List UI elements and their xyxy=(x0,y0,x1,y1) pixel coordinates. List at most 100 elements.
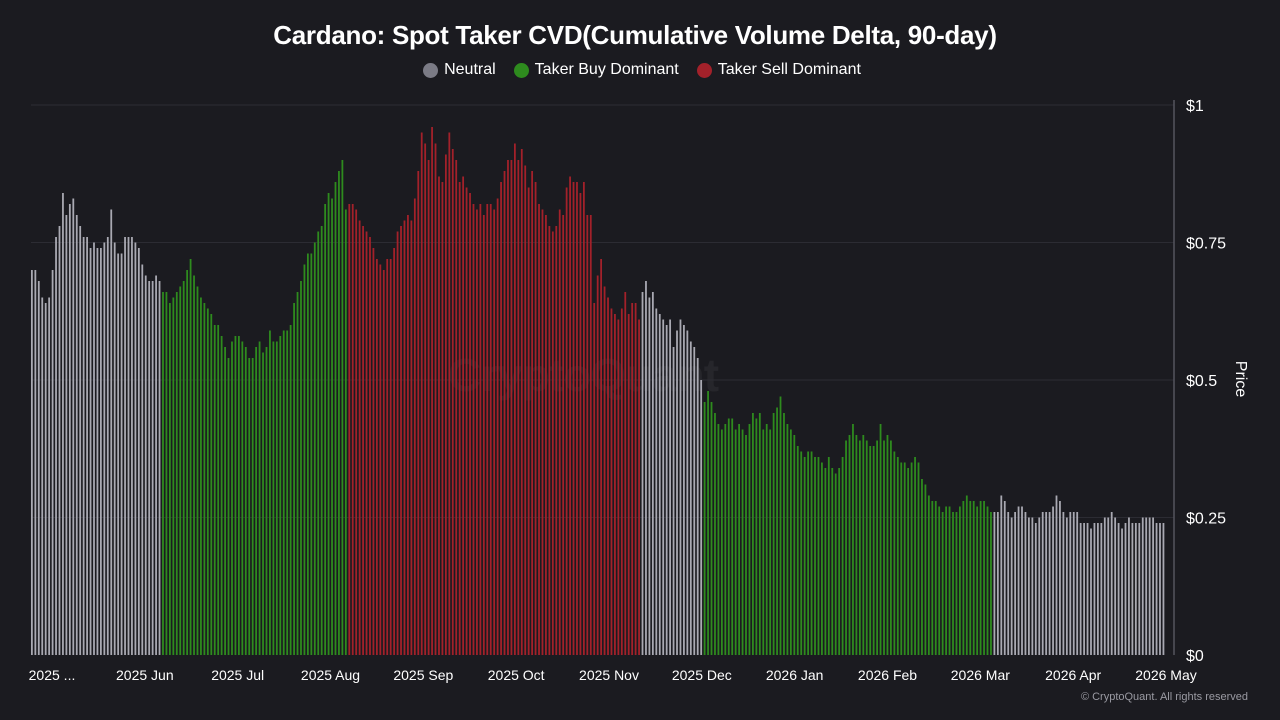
bar-taker-sell-dominant xyxy=(358,220,361,655)
bar-taker-sell-dominant xyxy=(589,215,592,655)
bar-taker-buy-dominant xyxy=(289,325,292,655)
bar-taker-sell-dominant xyxy=(565,187,568,655)
bar-taker-sell-dominant xyxy=(527,187,530,655)
y-tick-label: $0.75 xyxy=(1186,236,1226,253)
bar-taker-buy-dominant xyxy=(186,270,189,655)
bar-taker-buy-dominant xyxy=(941,512,944,655)
bar-neutral xyxy=(1083,523,1085,655)
bar-taker-buy-dominant xyxy=(931,501,934,655)
bar-taker-sell-dominant xyxy=(479,204,482,655)
bar-taker-sell-dominant xyxy=(465,187,468,655)
bar-taker-sell-dominant xyxy=(503,171,506,655)
bar-taker-sell-dominant xyxy=(600,259,603,655)
bar-taker-buy-dominant xyxy=(831,468,834,655)
bar-neutral xyxy=(1162,523,1165,655)
bar-neutral xyxy=(158,281,161,655)
bar-taker-buy-dominant xyxy=(914,457,916,655)
bar-taker-sell-dominant xyxy=(603,286,606,655)
bar-neutral xyxy=(1152,517,1154,655)
bar-taker-sell-dominant xyxy=(365,231,368,655)
bar-taker-buy-dominant xyxy=(845,440,847,655)
bar-neutral xyxy=(696,358,699,655)
bar-taker-sell-dominant xyxy=(472,204,475,655)
bar-taker-sell-dominant xyxy=(596,275,599,655)
bar-taker-buy-dominant xyxy=(320,226,323,655)
bar-neutral xyxy=(1117,523,1120,655)
bar-taker-buy-dominant xyxy=(886,435,889,655)
bar-taker-buy-dominant xyxy=(752,413,754,655)
bar-neutral xyxy=(148,281,151,655)
bar-taker-sell-dominant xyxy=(576,182,578,655)
bar-taker-sell-dominant xyxy=(393,248,396,655)
bar-neutral xyxy=(1000,495,1003,655)
bar-neutral xyxy=(1007,512,1010,655)
bar-taker-sell-dominant xyxy=(444,154,447,655)
x-tick-label: 2025 Jul xyxy=(211,667,264,683)
bar-taker-buy-dominant xyxy=(231,341,233,655)
bar-taker-buy-dominant xyxy=(765,424,768,655)
bar-neutral xyxy=(1045,512,1048,655)
bar-neutral xyxy=(37,281,40,655)
bar-taker-buy-dominant xyxy=(921,479,923,655)
bar-taker-sell-dominant xyxy=(355,209,358,655)
bar-taker-sell-dominant xyxy=(489,204,492,655)
bar-taker-buy-dominant xyxy=(282,330,285,655)
legend-item-sell[interactable]: Taker Sell Dominant xyxy=(696,61,861,79)
bar-taker-buy-dominant xyxy=(748,424,751,655)
bar-neutral xyxy=(89,248,92,655)
bar-neutral xyxy=(1062,512,1065,655)
bar-taker-sell-dominant xyxy=(482,215,485,655)
bar-taker-buy-dominant xyxy=(841,457,844,655)
bar-taker-buy-dominant xyxy=(927,495,930,655)
bar-taker-buy-dominant xyxy=(814,457,816,655)
x-tick-label: 2025 Nov xyxy=(579,667,639,683)
bar-neutral xyxy=(103,242,106,655)
bar-taker-buy-dominant xyxy=(714,413,716,655)
bar-taker-buy-dominant xyxy=(703,402,706,655)
bar-taker-buy-dominant xyxy=(945,506,947,655)
legend-label-sell: Taker Sell Dominant xyxy=(717,61,861,78)
bar-taker-sell-dominant xyxy=(624,292,627,655)
bar-taker-sell-dominant xyxy=(417,171,420,655)
y-axis-title: Price xyxy=(1232,360,1250,398)
bar-taker-sell-dominant xyxy=(569,176,571,655)
bar-taker-sell-dominant xyxy=(362,226,364,655)
bar-neutral xyxy=(68,204,71,655)
legend-item-neutral[interactable]: Neutral xyxy=(423,61,496,79)
x-tick-label: 2026 Apr xyxy=(1045,667,1101,683)
bar-taker-buy-dominant xyxy=(189,259,192,655)
bar-taker-sell-dominant xyxy=(424,143,427,655)
bar-taker-sell-dominant xyxy=(448,132,451,655)
bar-taker-buy-dominant xyxy=(855,435,858,655)
bar-taker-buy-dominant xyxy=(203,303,206,655)
bar-neutral xyxy=(48,297,51,655)
bar-taker-buy-dominant xyxy=(834,473,837,655)
legend-item-buy[interactable]: Taker Buy Dominant xyxy=(513,61,679,79)
bar-taker-buy-dominant xyxy=(327,193,330,655)
bar-taker-buy-dominant xyxy=(910,462,913,655)
bar-neutral xyxy=(124,237,126,655)
bar-neutral xyxy=(1128,517,1130,655)
bar-neutral xyxy=(1031,517,1034,655)
bar-taker-buy-dominant xyxy=(858,440,861,655)
bar-neutral xyxy=(141,264,144,655)
y-tick-label: $0.25 xyxy=(1186,511,1226,528)
bar-neutral xyxy=(679,319,682,655)
bar-neutral xyxy=(1059,501,1061,655)
bar-taker-buy-dominant xyxy=(848,435,851,655)
bar-taker-sell-dominant xyxy=(348,204,351,655)
bar-taker-buy-dominant xyxy=(955,512,958,655)
bar-neutral xyxy=(1093,523,1096,655)
bar-taker-buy-dominant xyxy=(896,457,899,655)
bar-taker-buy-dominant xyxy=(338,171,340,655)
bar-neutral xyxy=(655,308,658,655)
bar-taker-sell-dominant xyxy=(431,127,433,655)
bar-taker-sell-dominant xyxy=(458,182,461,655)
bar-taker-sell-dominant xyxy=(607,297,609,655)
bar-taker-sell-dominant xyxy=(510,160,513,655)
bar-taker-buy-dominant xyxy=(241,341,244,655)
bar-neutral xyxy=(110,209,113,655)
bar-neutral xyxy=(672,347,675,655)
bar-neutral xyxy=(41,297,44,655)
bar-taker-buy-dominant xyxy=(293,303,295,655)
